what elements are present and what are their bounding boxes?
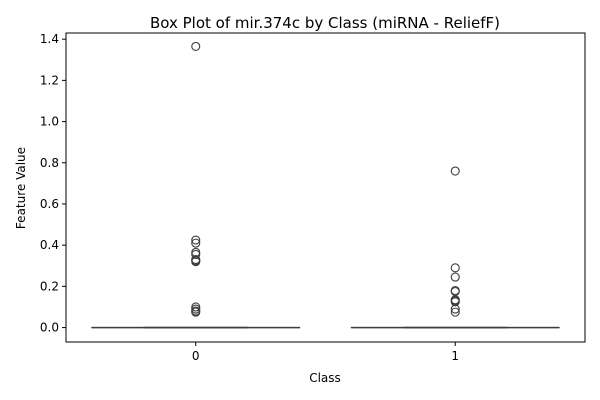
outlier-point — [191, 41, 201, 51]
outlier-point — [191, 249, 201, 259]
x-tick-label: 1 — [451, 349, 459, 363]
outlier-point — [450, 307, 460, 317]
y-tick-label: 1.4 — [40, 32, 59, 46]
outlier-point — [450, 166, 460, 176]
outlier-point — [450, 297, 460, 307]
y-tick-label: 0.6 — [40, 197, 59, 211]
outlier-point — [450, 304, 460, 314]
outlier-point — [191, 235, 201, 245]
y-tick-label: 0.8 — [40, 156, 59, 170]
y-tick-label: 0.2 — [40, 279, 59, 293]
x-axis-label: Class — [309, 371, 341, 385]
y-axis-label: Feature Value — [14, 147, 28, 229]
outlier-point — [191, 307, 201, 317]
plot-area — [91, 41, 560, 329]
plot-frame — [65, 32, 586, 343]
chart-title: Box Plot of mir.374c by Class (miRNA - R… — [150, 14, 500, 32]
outlier-point — [450, 272, 460, 282]
box-group-class-1 — [350, 166, 560, 329]
outlier-point — [450, 263, 460, 273]
box-group-class-0 — [91, 41, 301, 329]
y-tick-label: 0.0 — [40, 321, 59, 335]
x-tick-label: 0 — [192, 349, 200, 363]
y-tick-label: 0.4 — [40, 238, 59, 252]
y-axis: 0.0 0.2 0.4 0.6 0.8 1.0 1.2 1.4 — [40, 32, 66, 335]
y-tick-label: 1.0 — [40, 115, 59, 129]
y-tick-label: 1.2 — [40, 73, 59, 87]
outlier-point — [191, 238, 201, 248]
outlier-point — [191, 257, 201, 267]
